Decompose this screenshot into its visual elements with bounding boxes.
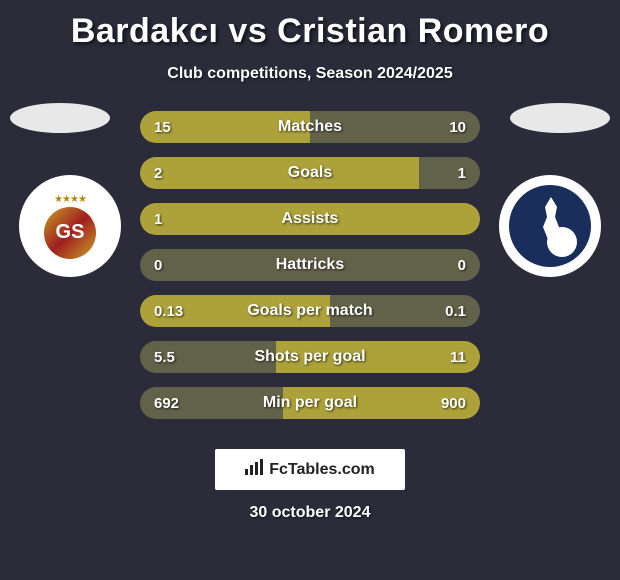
stat-value-right: 0.1: [445, 303, 466, 320]
player-ellipse-right: [510, 103, 610, 133]
stat-row: 692Min per goal900: [140, 387, 480, 419]
comparison-content: ★★★★ GS 15Matches102Goals11Assists0Hattr…: [0, 111, 620, 441]
stat-row: 5.5Shots per goal11: [140, 341, 480, 373]
stat-row: 2Goals1: [140, 157, 480, 189]
stat-row: 1Assists: [140, 203, 480, 235]
stat-label: Goals per match: [140, 302, 480, 320]
chart-icon: [245, 459, 263, 480]
stat-value-right: 0: [458, 257, 466, 274]
stat-label: Shots per goal: [140, 348, 480, 366]
stat-bars: 15Matches102Goals11Assists0Hattricks00.1…: [140, 111, 480, 419]
comparison-date: 30 october 2024: [0, 504, 620, 522]
stat-label: Hattricks: [140, 256, 480, 274]
ball-icon: [547, 227, 577, 257]
stat-value-right: 11: [450, 349, 466, 366]
brand-text: FcTables.com: [269, 461, 375, 479]
stat-label: Matches: [140, 118, 480, 136]
stat-value-right: 10: [449, 119, 466, 136]
team-logo-right: [499, 175, 601, 277]
team-badge-left: GS: [44, 207, 96, 259]
team-logo-left: ★★★★ GS: [19, 175, 121, 277]
stat-row: 0.13Goals per match0.1: [140, 295, 480, 327]
player-ellipse-left: [10, 103, 110, 133]
stat-label: Assists: [140, 210, 480, 228]
stat-label: Min per goal: [140, 394, 480, 412]
stat-value-right: 1: [458, 165, 466, 182]
stat-row: 15Matches10: [140, 111, 480, 143]
brand-badge[interactable]: FcTables.com: [215, 449, 405, 490]
stat-label: Goals: [140, 164, 480, 182]
stat-row: 0Hattricks0: [140, 249, 480, 281]
stat-value-right: 900: [441, 395, 466, 412]
team-badge-right: [509, 185, 591, 267]
comparison-title: Bardakcı vs Cristian Romero: [0, 0, 620, 51]
comparison-subtitle: Club competitions, Season 2024/2025: [0, 65, 620, 83]
stars-icon: ★★★★: [54, 194, 86, 205]
